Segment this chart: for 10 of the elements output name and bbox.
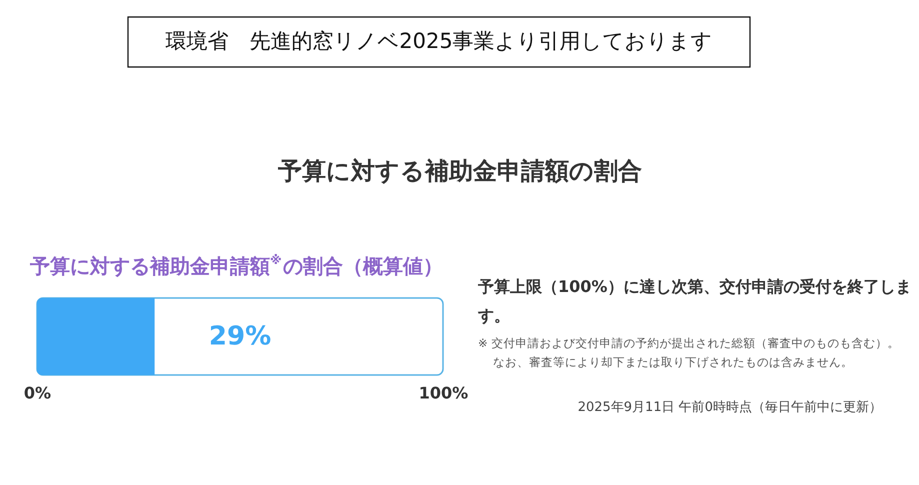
chart-subtitle: 予算に対する補助金申請額※の割合（概算値） — [29, 253, 443, 278]
text: ※ 交付申請および交付申請の予約が提出された総額（審査中のものも含む）。 — [478, 336, 900, 350]
text: 2025年9月11日 午前0時時点（毎日午前中に更新） — [578, 400, 882, 415]
chart-title: 予算に対する補助金申請額の割合 — [277, 157, 642, 185]
data-label: 29% — [208, 322, 272, 352]
x-tick-label: 100% — [418, 384, 468, 402]
text: なお、審査等により却下または取り下げされたものは含みません。 — [493, 355, 853, 369]
text: 環境省 先進的窓リノベ2025事業より引用しております — [165, 29, 713, 53]
x-tick-label: 0% — [24, 384, 52, 402]
text: 予算上限（100%）に達し次第、交付申請の受付を終了します。 — [477, 277, 912, 325]
